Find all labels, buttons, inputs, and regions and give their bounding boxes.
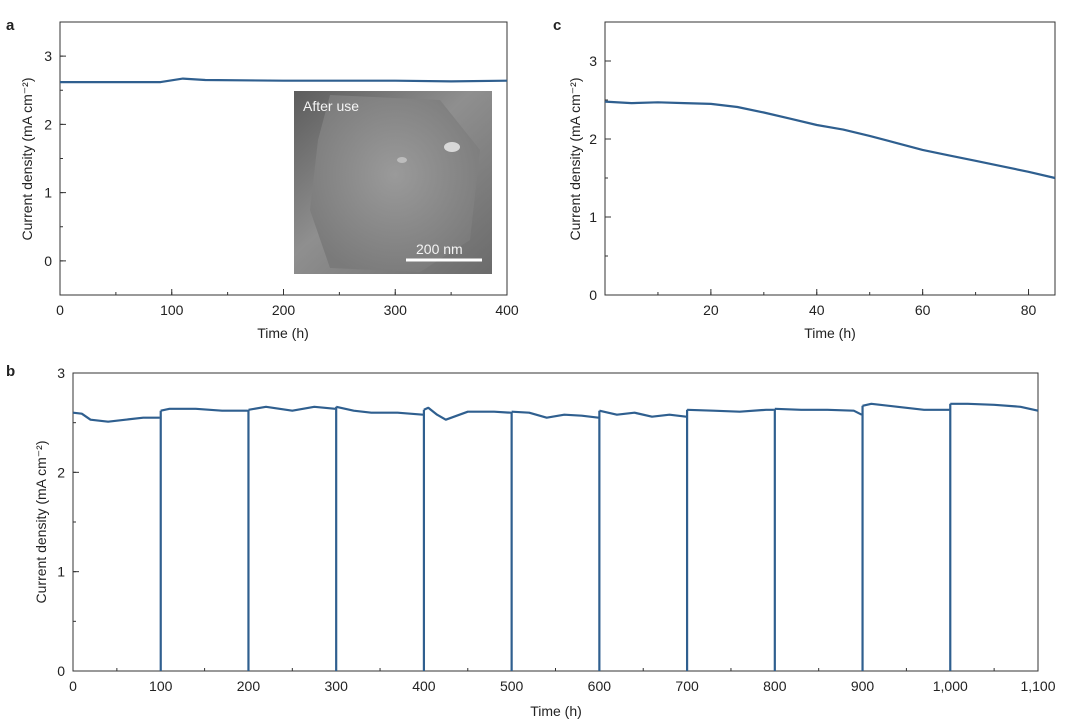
x-tick-label: 300 (325, 678, 349, 694)
x-tick-label: 200 (272, 302, 296, 318)
panel-c: 20 40 60 80 0 1 2 3 Time (h) Current density (m… (567, 21, 1056, 341)
x-tick-label: 100 (160, 302, 184, 318)
series-cycle-2 (160, 407, 248, 412)
y-axis-label-b: Current density (mA cm⁻²) (33, 441, 49, 604)
plot-area-b: 0 100 200 300 400 500 600 700 800 900 1,000 1,100 0 1… (57, 365, 1056, 694)
x-tick-label: 100 (149, 678, 173, 694)
series-cycle-5 (423, 406, 511, 421)
panel-label-a: a (6, 17, 15, 34)
sem-inset: After use 200 nm (294, 91, 492, 274)
plot-area-c: 20 40 60 80 0 1 2 3 (589, 21, 1056, 318)
y-tick-label: 0 (44, 253, 52, 269)
y-tick-label: 0 (589, 287, 597, 303)
series-cycle-6 (511, 410, 599, 419)
y-tick-label: 2 (44, 116, 52, 132)
x-tick-label: 800 (763, 678, 787, 694)
plot-frame (604, 21, 1056, 296)
panel-a: 0 100 200 300 400 0 1 2 3 Time (h) Current densi… (19, 21, 519, 341)
y-tick-label: 2 (589, 131, 597, 147)
scale-bar-label: 200 nm (416, 241, 463, 257)
x-tick-label: 1,100 (1020, 678, 1055, 694)
series-cycle-4 (335, 405, 424, 416)
x-tick-label: 500 (500, 678, 524, 694)
x-tick-label: 300 (384, 302, 408, 318)
y-axis-label-c: Current density (mA cm⁻²) (567, 78, 583, 241)
plot-frame (72, 372, 1039, 672)
x-tick-label: 900 (851, 678, 875, 694)
x-axis-label-c: Time (h) (804, 325, 856, 341)
x-axis-label-a: Time (h) (257, 325, 309, 341)
y-tick-label: 3 (589, 53, 597, 69)
x-tick-label: 600 (588, 678, 612, 694)
y-tick-label: 3 (44, 48, 52, 64)
x-tick-label: 700 (675, 678, 699, 694)
x-tick-label: 1,000 (933, 678, 968, 694)
series-line (604, 100, 1056, 180)
panel-b: 0 100 200 300 400 500 600 700 800 900 1,000 1,100 0 1… (33, 365, 1056, 719)
y-axis-label-a: Current density (mA cm⁻²) (19, 78, 35, 241)
series-cycle-7 (599, 409, 687, 418)
sem-particle (444, 142, 460, 152)
x-tick-label: 400 (495, 302, 519, 318)
x-tick-label: 40 (809, 302, 825, 318)
x-tick-label: 60 (915, 302, 931, 318)
x-tick-label: 200 (237, 678, 261, 694)
series-cycle-3 (248, 405, 336, 412)
series-cycle-10 (862, 402, 950, 411)
series-cycle-9 (774, 407, 863, 416)
panel-label-b: b (6, 363, 15, 380)
y-tick-label: 1 (589, 209, 597, 225)
x-tick-label: 0 (69, 678, 77, 694)
y-tick-label: 1 (44, 185, 52, 201)
series-cycle-11 (950, 402, 1039, 412)
x-axis-label-b: Time (h) (530, 703, 582, 719)
x-tick-label: 20 (703, 302, 719, 318)
x-tick-label: 80 (1021, 302, 1037, 318)
panel-label-c: c (553, 17, 561, 34)
series-cycle-8 (687, 408, 774, 413)
y-tick-label: 1 (57, 564, 65, 580)
y-tick-label: 3 (57, 365, 65, 381)
sem-particle (397, 157, 407, 163)
plot-area-a: 0 100 200 300 400 0 1 2 3 (44, 21, 519, 318)
sem-grain (310, 95, 480, 272)
y-tick-label: 0 (57, 663, 65, 679)
inset-label: After use (303, 98, 359, 114)
series-line (60, 77, 508, 84)
series-cycle-1 (72, 411, 160, 423)
x-tick-label: 0 (56, 302, 64, 318)
y-tick-label: 2 (57, 464, 65, 480)
x-tick-label: 400 (412, 678, 436, 694)
